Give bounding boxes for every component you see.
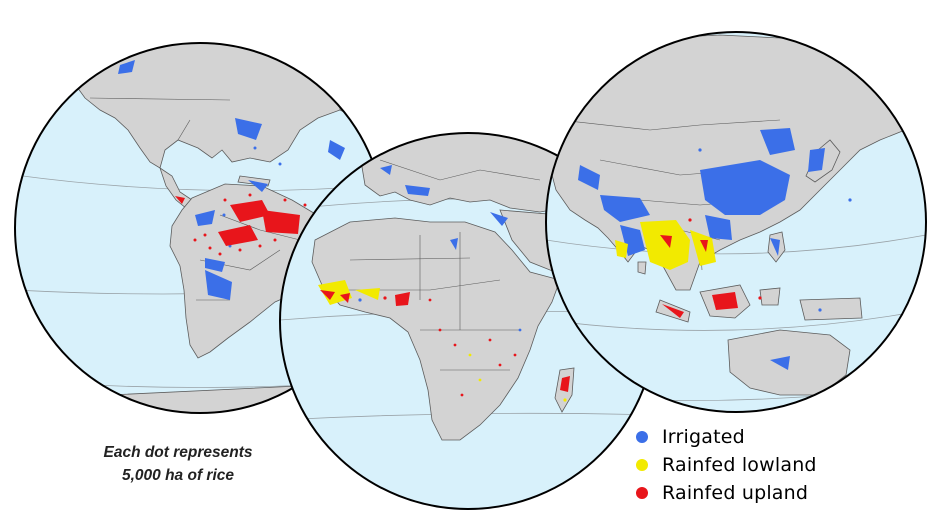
legend-dot-rainfed-upland [636, 487, 648, 499]
legend: Irrigated Rainfed lowland Rainfed upland [636, 423, 817, 507]
caption-line-2: 5,000 ha of rice [121, 467, 234, 484]
rice-africa-europe [318, 165, 570, 402]
globe-americas [14, 42, 386, 414]
legend-dot-irrigated [636, 431, 648, 443]
legend-label-rainfed-upland: Rainfed upland [662, 482, 809, 504]
legend-item-rainfed-upland: Rainfed upland [636, 479, 817, 507]
legend-label-rainfed-lowland: Rainfed lowland [662, 454, 817, 476]
rice-americas [118, 60, 345, 300]
legend-label-irrigated: Irrigated [662, 426, 745, 448]
borders-americas [89, 97, 301, 301]
rice-asia [578, 128, 852, 370]
globe-asia-oceania [545, 31, 927, 413]
legend-item-irrigated: Irrigated [636, 423, 817, 451]
caption-line-1: Each dot represents [103, 444, 253, 461]
legend-dot-rainfed-lowland [636, 459, 648, 471]
map-caption: Each dot represents 5,000 ha of rice [58, 441, 298, 487]
legend-item-rainfed-lowland: Rainfed lowland [636, 451, 817, 479]
